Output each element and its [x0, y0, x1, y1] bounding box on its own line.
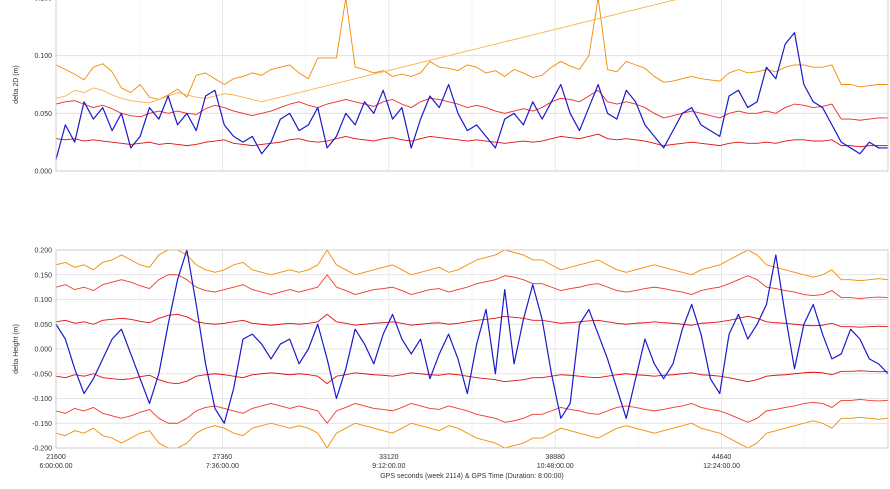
delta-2d-panel: 0.000 0.050 0.100 0.150 delta 2D (m)	[13, 0, 889, 176]
series-line-4	[55, 313, 889, 328]
y-axis-label: delta Height (m)	[13, 324, 20, 374]
x-axis-label: GPS seconds (week 2114) & GPS Time (Dura…	[380, 473, 564, 480]
y-tick-label: 0.100	[34, 53, 52, 60]
series-line-1	[55, 416, 889, 449]
series-line-2	[55, 89, 889, 121]
y-tick-label: 0.150	[34, 272, 52, 279]
series-line-4	[55, 32, 889, 161]
y-tick-label: 0.200	[34, 248, 52, 255]
x-tick-label-top: 21600	[46, 454, 66, 461]
x-tick-label-top: 44640	[712, 454, 732, 461]
series-line-6	[55, 249, 889, 424]
x-tick-label-bottom: 7:36:00.00	[206, 463, 239, 470]
y-tick-label: -0.050	[32, 371, 52, 378]
y-tick-label: -0.150	[32, 421, 52, 428]
y-tick-label: 0.000	[34, 347, 52, 354]
series-line-2	[55, 274, 889, 299]
series-line-3	[55, 399, 889, 424]
series-line-0	[55, 249, 889, 282]
y-tick-label: 0.150	[34, 0, 52, 3]
x-tick-label-bottom: 6:00:00.00	[39, 463, 72, 470]
x-tick-label-bottom: 9:12:00.00	[372, 463, 405, 470]
series-line-0	[55, 0, 889, 100]
y-tick-label: 0.000	[34, 169, 52, 176]
y-tick-label: 0.050	[34, 322, 52, 329]
y-tick-label: -0.200	[32, 446, 52, 453]
y-axis-label: delta 2D (m)	[13, 65, 20, 104]
x-tick-label-top: 27360	[213, 454, 233, 461]
y-tick-label: 0.050	[34, 111, 52, 118]
plot-frame	[55, 0, 889, 172]
y-tick-label: -0.100	[32, 396, 52, 403]
x-tick-label-top: 33120	[379, 454, 399, 461]
x-tick-label-top: 38880	[545, 454, 565, 461]
series-line-5	[55, 370, 889, 385]
plot-frame	[55, 249, 889, 449]
x-tick-label-bottom: 10:48:00.00	[537, 463, 574, 470]
series-line-3	[55, 133, 889, 148]
y-tick-label: 0.100	[34, 297, 52, 304]
delta-height-panel: -0.200 -0.150 -0.100 -0.050 0.000 0.050 0.100 0…	[13, 248, 889, 470]
x-tick-label-bottom: 12:24:00.00	[703, 463, 740, 470]
series-line-1	[55, 0, 677, 104]
